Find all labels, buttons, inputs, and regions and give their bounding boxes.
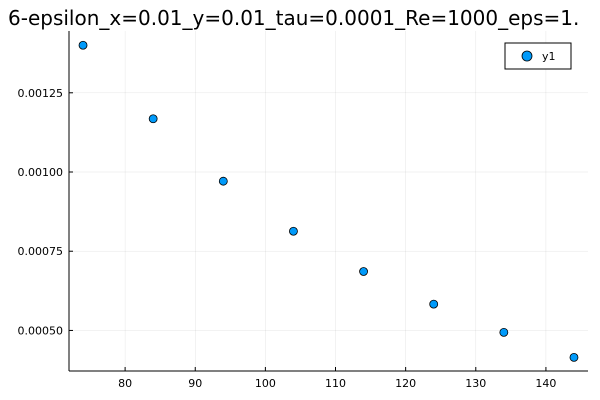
data-point (148, 114, 158, 124)
data-point (569, 352, 579, 362)
y-tick-label: 0.00100 (18, 166, 64, 179)
legend-label: y1 (542, 50, 556, 63)
x-tick-label: 140 (535, 377, 556, 390)
legend-marker (521, 50, 533, 62)
chart-title: 6-epsilon_x=0.01_y=0.01_tau=0.0001_Re=10… (8, 6, 580, 30)
legend: y1 (504, 42, 572, 70)
data-point (359, 267, 368, 276)
axes (68, 31, 588, 372)
x-tick-label: 110 (325, 377, 346, 390)
x-tick-label: 100 (255, 377, 276, 390)
data-point (289, 226, 298, 236)
x-axis-ticks: 80 90 100 110 120 130 140 (118, 367, 556, 390)
data-point (218, 176, 228, 186)
x-tick-label: 120 (395, 377, 416, 390)
x-tick-label: 90 (188, 377, 202, 390)
data-points (78, 40, 579, 362)
grid-lines (69, 31, 588, 371)
y-tick-label: 0.00125 (18, 87, 64, 100)
legend-box (504, 42, 572, 70)
y-tick-label: 0.00050 (18, 324, 64, 337)
y-axis-ticks: 0.00050 0.00075 0.00100 0.00125 (18, 87, 73, 337)
data-point (78, 40, 88, 50)
y-tick-label: 0.00075 (18, 245, 64, 258)
x-tick-label: 80 (118, 377, 132, 390)
data-point (429, 299, 439, 309)
x-tick-label: 130 (465, 377, 486, 390)
data-point (499, 327, 509, 337)
